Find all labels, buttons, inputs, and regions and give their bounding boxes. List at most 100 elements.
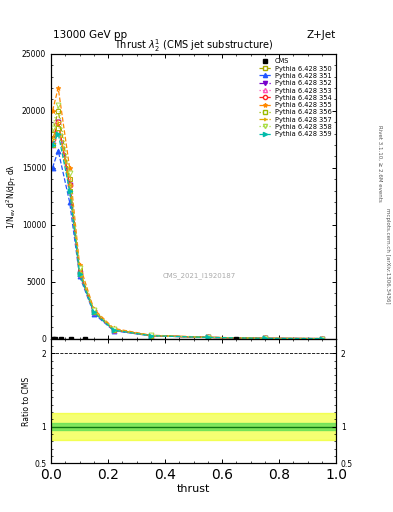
- Pythia 6.428 359: [206, 334, 210, 340]
- Pythia 6.428 356: [92, 309, 96, 315]
- Pythia 6.428 352: [77, 269, 82, 275]
- Pythia 6.428 357: [320, 335, 324, 342]
- Pythia 6.428 357: [67, 182, 72, 188]
- Pythia 6.428 356: [149, 333, 153, 339]
- Pythia 6.428 350: [77, 267, 82, 273]
- Pythia 6.428 357: [149, 332, 153, 338]
- Pythia 6.428 354: [112, 327, 116, 333]
- Pythia 6.428 358: [263, 335, 267, 342]
- Pythia 6.428 354: [320, 335, 324, 342]
- Pythia 6.428 353: [320, 335, 324, 342]
- X-axis label: thrust: thrust: [177, 484, 210, 494]
- Pythia 6.428 354: [92, 308, 96, 314]
- CMS: [83, 336, 88, 342]
- Pythia 6.428 358: [56, 102, 61, 108]
- Pythia 6.428 352: [67, 182, 72, 188]
- Pythia 6.428 350: [263, 335, 267, 342]
- Pythia 6.428 351: [50, 165, 55, 171]
- Pythia 6.428 358: [50, 125, 55, 131]
- Pythia 6.428 358: [320, 335, 324, 342]
- Pythia 6.428 352: [320, 335, 324, 342]
- Pythia 6.428 356: [320, 335, 324, 342]
- Pythia 6.428 352: [206, 334, 210, 340]
- Pythia 6.428 354: [149, 332, 153, 338]
- Title: Thrust $\lambda_2^1$ (CMS jet substructure): Thrust $\lambda_2^1$ (CMS jet substructu…: [114, 37, 273, 54]
- Text: Rivet 3.1.10, ≥ 2.6M events: Rivet 3.1.10, ≥ 2.6M events: [377, 125, 382, 202]
- Pythia 6.428 358: [67, 170, 72, 177]
- Line: Pythia 6.428 359: Pythia 6.428 359: [50, 131, 324, 341]
- Pythia 6.428 352: [112, 327, 116, 333]
- Text: 13000 GeV pp: 13000 GeV pp: [53, 30, 127, 40]
- Pythia 6.428 356: [206, 334, 210, 340]
- Pythia 6.428 352: [56, 119, 61, 125]
- Pythia 6.428 351: [77, 273, 82, 279]
- Pythia 6.428 353: [77, 271, 82, 277]
- Pythia 6.428 354: [206, 334, 210, 340]
- Pythia 6.428 351: [56, 147, 61, 154]
- Legend: CMS, Pythia 6.428 350, Pythia 6.428 351, Pythia 6.428 352, Pythia 6.428 353, Pyt: CMS, Pythia 6.428 350, Pythia 6.428 351,…: [257, 57, 333, 138]
- Line: Pythia 6.428 354: Pythia 6.428 354: [50, 120, 324, 341]
- Text: CMS_2021_I1920187: CMS_2021_I1920187: [163, 272, 236, 280]
- Pythia 6.428 354: [50, 136, 55, 142]
- Pythia 6.428 353: [112, 327, 116, 333]
- Pythia 6.428 351: [149, 333, 153, 339]
- CMS: [53, 336, 58, 342]
- Pythia 6.428 353: [67, 187, 72, 194]
- Pythia 6.428 359: [149, 333, 153, 339]
- Pythia 6.428 357: [56, 119, 61, 125]
- Pythia 6.428 359: [320, 335, 324, 342]
- Pythia 6.428 355: [67, 165, 72, 171]
- Pythia 6.428 353: [50, 142, 55, 148]
- Line: Pythia 6.428 358: Pythia 6.428 358: [50, 102, 324, 341]
- Pythia 6.428 351: [67, 199, 72, 205]
- CMS: [50, 336, 55, 342]
- Pythia 6.428 353: [263, 335, 267, 342]
- Pythia 6.428 358: [77, 265, 82, 271]
- Pythia 6.428 356: [50, 142, 55, 148]
- Pythia 6.428 359: [50, 142, 55, 148]
- Pythia 6.428 359: [112, 327, 116, 333]
- Pythia 6.428 353: [149, 333, 153, 339]
- Y-axis label: $\mathrm{1 / N_{ev}\; d^2N / dp_T\; d\lambda}$: $\mathrm{1 / N_{ev}\; d^2N / dp_T\; d\la…: [5, 164, 19, 229]
- Pythia 6.428 359: [263, 335, 267, 342]
- Pythia 6.428 354: [263, 335, 267, 342]
- Pythia 6.428 357: [92, 308, 96, 314]
- Pythia 6.428 351: [320, 335, 324, 342]
- CMS: [69, 336, 73, 342]
- Pythia 6.428 358: [149, 332, 153, 338]
- Pythia 6.428 355: [206, 334, 210, 340]
- Pythia 6.428 359: [77, 271, 82, 277]
- Text: mcplots.cern.ch [arXiv:1306.3436]: mcplots.cern.ch [arXiv:1306.3436]: [385, 208, 389, 304]
- Pythia 6.428 353: [56, 125, 61, 131]
- Y-axis label: Ratio to CMS: Ratio to CMS: [22, 376, 31, 425]
- Pythia 6.428 356: [112, 327, 116, 333]
- Pythia 6.428 357: [112, 327, 116, 333]
- Pythia 6.428 355: [263, 335, 267, 342]
- Pythia 6.428 353: [206, 334, 210, 340]
- CMS: [59, 336, 63, 342]
- Pythia 6.428 350: [67, 176, 72, 182]
- Pythia 6.428 359: [92, 309, 96, 315]
- Pythia 6.428 353: [92, 309, 96, 315]
- Pythia 6.428 354: [56, 119, 61, 125]
- Pythia 6.428 352: [263, 335, 267, 342]
- Pythia 6.428 356: [77, 271, 82, 277]
- Pythia 6.428 355: [320, 335, 324, 342]
- Pythia 6.428 357: [77, 269, 82, 275]
- Pythia 6.428 356: [56, 125, 61, 131]
- Line: Pythia 6.428 351: Pythia 6.428 351: [50, 148, 324, 341]
- Pythia 6.428 358: [92, 307, 96, 313]
- Line: Pythia 6.428 353: Pythia 6.428 353: [50, 125, 324, 341]
- Pythia 6.428 359: [67, 187, 72, 194]
- Pythia 6.428 355: [56, 85, 61, 91]
- Pythia 6.428 355: [92, 306, 96, 312]
- Line: Pythia 6.428 357: Pythia 6.428 357: [50, 120, 324, 341]
- Pythia 6.428 354: [77, 269, 82, 275]
- Pythia 6.428 359: [56, 131, 61, 137]
- Pythia 6.428 350: [320, 335, 324, 342]
- Pythia 6.428 350: [92, 307, 96, 313]
- Pythia 6.428 352: [50, 142, 55, 148]
- Line: Pythia 6.428 355: Pythia 6.428 355: [50, 86, 324, 341]
- Pythia 6.428 357: [50, 136, 55, 142]
- Pythia 6.428 351: [92, 311, 96, 317]
